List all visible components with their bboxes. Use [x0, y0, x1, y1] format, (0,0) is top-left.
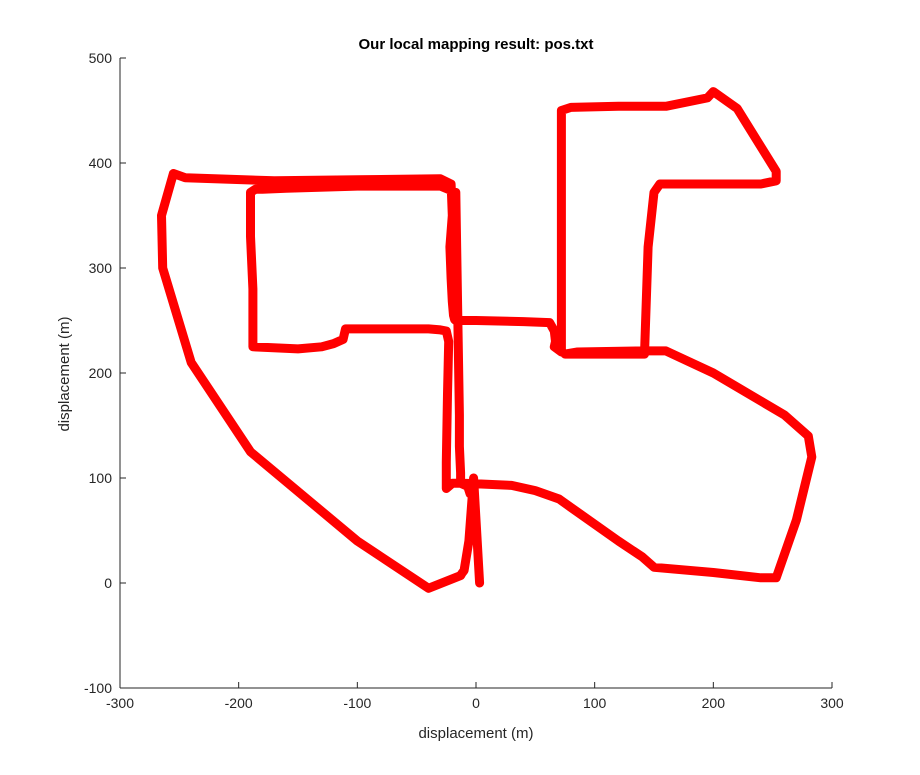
- y-axis-label: displacement (m): [56, 316, 73, 431]
- y-tick-label: 100: [89, 470, 113, 486]
- axes-layer: -300 -200 -100 0 100 200 300 -100 0 100 200 300 400 5…: [84, 50, 844, 711]
- y-tick-label: 0: [104, 575, 112, 591]
- x-tick-label: -200: [225, 695, 253, 711]
- y-tick-label: 400: [89, 155, 113, 171]
- x-tick-label: 300: [820, 695, 844, 711]
- y-tick-label: -100: [84, 680, 112, 696]
- x-tick-label: 200: [702, 695, 726, 711]
- trajectory-line-0: [157, 87, 817, 593]
- x-tick-label: -100: [343, 695, 371, 711]
- y-tick-label: 500: [89, 50, 113, 66]
- x-axis-label: displacement (m): [418, 725, 533, 742]
- y-tick-label: 200: [89, 365, 113, 381]
- x-tick-label: 100: [583, 695, 607, 711]
- series-layer: [157, 87, 817, 593]
- x-tick-label: 0: [472, 695, 480, 711]
- chart-title: Our local mapping result: pos.txt: [358, 36, 593, 53]
- y-tick-label: 300: [89, 260, 113, 276]
- x-tick-label: -300: [106, 695, 134, 711]
